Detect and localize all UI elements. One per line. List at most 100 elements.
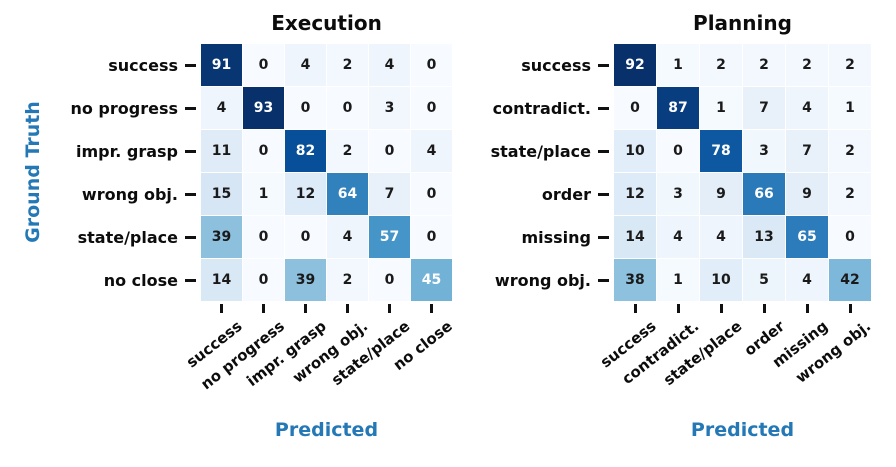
heatmap-cell: 2: [743, 44, 785, 86]
heatmap-cell: 5: [743, 259, 785, 301]
x-tick-mark: [719, 304, 723, 313]
heatmap-cell: 9: [786, 173, 828, 215]
heatmap-cell: 7: [743, 87, 785, 129]
y-tick-label-row: state/place: [451, 130, 609, 172]
y-tick-mark: [185, 278, 196, 282]
y-tick-label-row: wrong obj.: [451, 259, 609, 301]
heatmap-cell: 11: [201, 130, 242, 172]
heatmap-cell: 4: [201, 87, 242, 129]
heatmap-cell: 9: [700, 173, 742, 215]
y-tick-mark: [598, 106, 609, 110]
y-tick-label: missing: [521, 227, 591, 247]
y-tick-label-row: order: [451, 173, 609, 215]
heatmap-cell: 38: [614, 259, 656, 301]
y-tick-label: state/place: [77, 227, 178, 247]
heatmap-cell: 12: [285, 173, 326, 215]
heatmap-cell: 4: [786, 87, 828, 129]
heatmap-cell: 0: [369, 259, 410, 301]
heatmap-grid-planning: 92 1 2 2 2 2 0 87 1 7 4 1 10 0 78 3 7 2 12 3 9 66 9 2 14 4 4 13 65 0 3…: [614, 44, 871, 301]
y-tick-label-row: no close: [0, 259, 196, 301]
heatmap-cell: 0: [411, 216, 452, 258]
matrix-title-execution: Execution: [271, 11, 382, 35]
y-tick-label: order: [541, 184, 591, 204]
heatmap-cell: 4: [369, 44, 410, 86]
heatmap-cell: 4: [285, 44, 326, 86]
heatmap-cell: 0: [243, 130, 284, 172]
heatmap-cell: 57: [369, 216, 410, 258]
heatmap-cell: 66: [743, 173, 785, 215]
heatmap-cell: 87: [657, 87, 699, 129]
y-tick-label-row: no progress: [0, 87, 196, 129]
heatmap-cell: 0: [411, 87, 452, 129]
heatmap-cell: 2: [786, 44, 828, 86]
heatmap-cell: 1: [243, 173, 284, 215]
x-tick-mark: [430, 304, 433, 313]
heatmap-cell: 12: [614, 173, 656, 215]
y-tick-label: contradict.: [492, 98, 591, 118]
heatmap-cell: 0: [411, 173, 452, 215]
y-tick-mark: [598, 235, 609, 239]
heatmap-cell: 2: [829, 173, 871, 215]
x-tick-mark: [762, 304, 766, 313]
heatmap-cell: 4: [786, 259, 828, 301]
x-tick-mark: [388, 304, 391, 313]
heatmap-cell: 65: [786, 216, 828, 258]
heatmap-cell: 1: [657, 44, 699, 86]
y-tick-mark: [185, 106, 196, 110]
heatmap-cell: 1: [829, 87, 871, 129]
heatmap-cell: 10: [614, 130, 656, 172]
y-tick-mark: [185, 235, 196, 239]
heatmap-cell: 64: [327, 173, 368, 215]
heatmap-cell: 82: [285, 130, 326, 172]
x-tick-mark: [220, 304, 223, 313]
matrix-title-planning: Planning: [693, 11, 792, 35]
heatmap-cell: 91: [201, 44, 242, 86]
heatmap-cell: 3: [657, 173, 699, 215]
heatmap-cell: 14: [201, 259, 242, 301]
heatmap-cell: 2: [327, 44, 368, 86]
heatmap-cell: 0: [411, 44, 452, 86]
heatmap-cell: 3: [743, 130, 785, 172]
x-tick-mark: [262, 304, 265, 313]
y-tick-label: no close: [103, 270, 178, 290]
y-tick-mark: [185, 192, 196, 196]
heatmap-cell: 2: [829, 130, 871, 172]
heatmap-cell: 42: [829, 259, 871, 301]
heatmap-cell: 0: [243, 216, 284, 258]
heatmap-cell: 93: [243, 87, 284, 129]
y-tick-mark: [598, 63, 609, 67]
x-axis-label: Predicted: [274, 419, 379, 441]
heatmap-cell: 7: [369, 173, 410, 215]
heatmap-cell: 2: [700, 44, 742, 86]
y-tick-label: state/place: [490, 141, 591, 161]
y-tick-label: success: [521, 55, 591, 75]
heatmap-cell: 4: [700, 216, 742, 258]
heatmap-cell: 2: [327, 259, 368, 301]
y-tick-label: impr. grasp: [76, 141, 178, 161]
y-tick-mark: [185, 63, 196, 67]
x-tick-mark: [805, 304, 809, 313]
heatmap-cell: 0: [369, 130, 410, 172]
heatmap-cell: 4: [657, 216, 699, 258]
heatmap-cell: 1: [700, 87, 742, 129]
y-tick-label-row: success: [0, 44, 196, 86]
heatmap-cell: 0: [829, 216, 871, 258]
y-tick-mark: [598, 278, 609, 282]
heatmap-cell: 0: [243, 259, 284, 301]
heatmap-cell: 2: [829, 44, 871, 86]
heatmap-cell: 15: [201, 173, 242, 215]
y-tick-mark: [185, 149, 196, 153]
heatmap-cell: 2: [327, 130, 368, 172]
heatmap-cell: 78: [700, 130, 742, 172]
heatmap-cell: 10: [700, 259, 742, 301]
y-tick-label-row: contradict.: [451, 87, 609, 129]
heatmap-cell: 45: [411, 259, 452, 301]
heatmap-cell: 4: [327, 216, 368, 258]
y-tick-mark: [598, 192, 609, 196]
heatmap-cell: 13: [743, 216, 785, 258]
x-tick-mark: [676, 304, 680, 313]
heatmap-cell: 14: [614, 216, 656, 258]
x-tick-mark: [304, 304, 307, 313]
heatmap-grid-execution: 91 0 4 2 4 0 4 93 0 0 3 0 11 0 82 2 0 4 15 1 12 64 7 0 39 0 0 4 57 0 1…: [201, 44, 452, 301]
